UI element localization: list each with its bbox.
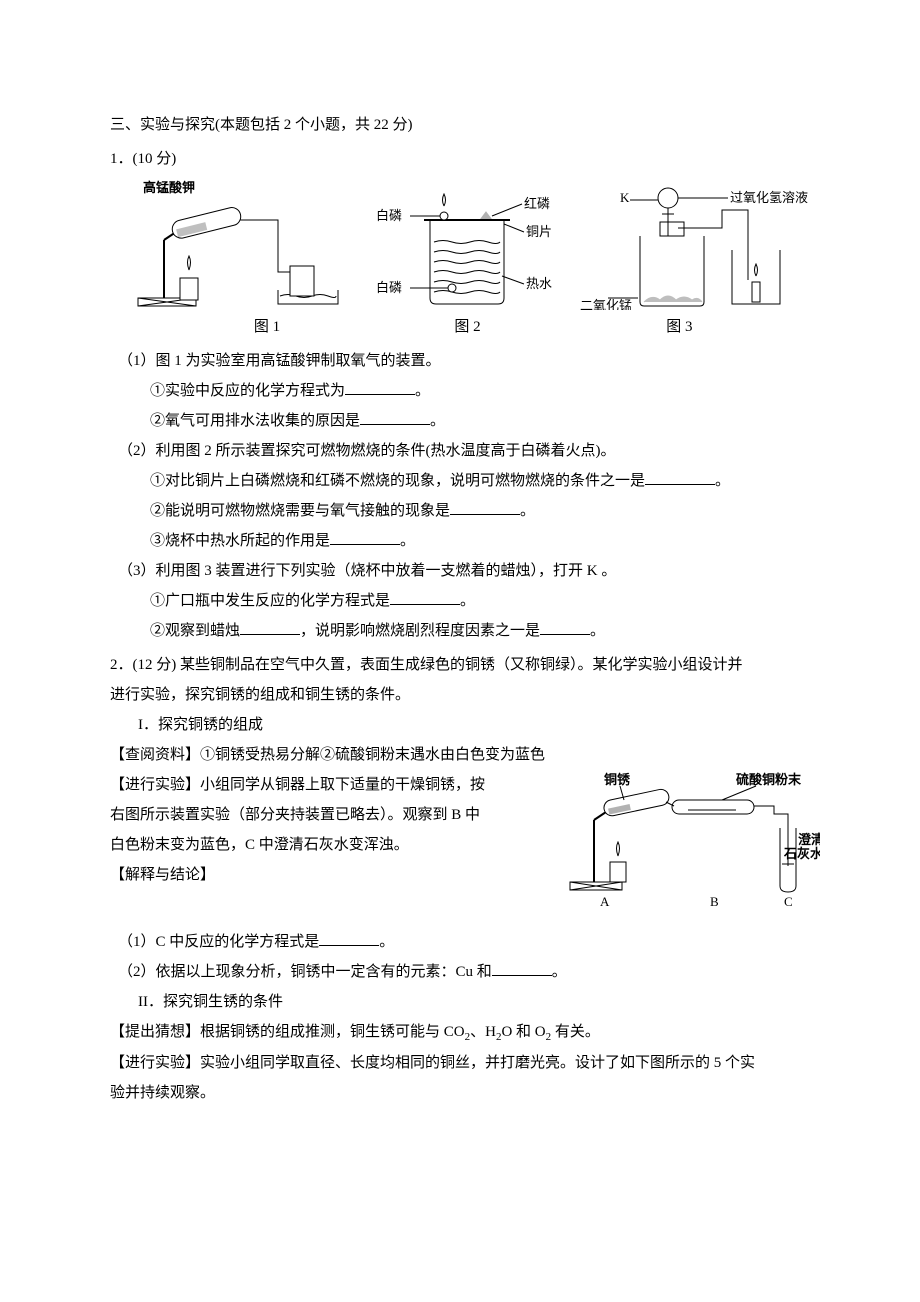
label-copper: 铜片 xyxy=(526,224,552,239)
q1-p3-1-text: ①广口瓶中发生反应的化学方程式是 xyxy=(150,593,390,609)
q2-hyp: 【提出猜想】根据铜锈的组成推测，铜生锈可能与 CO2、H2O 和 O2 有关。 xyxy=(110,1017,820,1048)
period: 。 xyxy=(415,383,430,399)
q1-p1-2-text: ②氧气可用排水法收集的原因是 xyxy=(150,413,360,429)
blank xyxy=(330,529,400,545)
q1-figure-row: 高锰酸钾 xyxy=(128,180,820,310)
q2-ref: 【查阅资料】①铜锈受热易分解②硫酸铜粉末遇水由白色变为蓝色 xyxy=(110,740,820,770)
q1-p2-1: ①对比铜片上白磷燃烧和红磷不燃烧的现象，说明可燃物燃烧的条件之一是 。 xyxy=(110,466,820,496)
q2-hyp-b: 、H xyxy=(470,1024,496,1040)
q1-p3-2-text2: ，说明影响燃烧剧烈程度因素之一是 xyxy=(300,623,540,639)
blank xyxy=(240,619,300,635)
q1-p3-2: ②观察到蜡烛 ，说明影响燃烧剧烈程度因素之一是 。 xyxy=(110,616,820,646)
label-mno2: 二氧化锰 xyxy=(580,298,632,310)
blank xyxy=(450,499,520,515)
q1-p1: （1）图 1 为实验室用高锰酸钾制取氧气的装置。 xyxy=(110,346,820,376)
q2-hyp-d: 有关。 xyxy=(551,1024,600,1040)
blank xyxy=(492,960,552,976)
q1-p2-3-text: ③烧杯中热水所起的作用是 xyxy=(150,533,330,549)
q2-c2-text: （2）依据以上现象分析，铜锈中一定含有的元素：Cu 和 xyxy=(118,964,492,980)
letter-c: C xyxy=(784,894,793,909)
q2-hyp-a: 【提出猜想】根据铜锈的组成推测，铜生锈可能与 CO xyxy=(110,1024,465,1040)
q2-head2: 进行实验，探究铜锈的组成和铜生锈的条件。 xyxy=(110,680,820,710)
q1-p2-1-text: ①对比铜片上白磷燃烧和红磷不燃烧的现象，说明可燃物燃烧的条件之一是 xyxy=(150,473,645,489)
label-lime1: 澄清 xyxy=(798,832,820,847)
q2-c2: （2）依据以上现象分析，铜锈中一定含有的元素：Cu 和 。 xyxy=(110,957,820,987)
section-title: 三、实验与探究(本题包括 2 个小题，共 22 分) xyxy=(110,110,820,140)
caption-fig3: 图 3 xyxy=(569,312,820,342)
question-1: 1．(10 分) 高锰酸钾 xyxy=(110,144,820,646)
q2-sec-i: I．探究铜锈的组成 xyxy=(110,710,820,740)
caption-fig1: 图 1 xyxy=(128,312,366,342)
blank xyxy=(540,619,590,635)
period: 。 xyxy=(400,533,415,549)
label-k: K xyxy=(620,190,630,205)
blank xyxy=(390,589,460,605)
period: 。 xyxy=(430,413,445,429)
label-kmno4: 高锰酸钾 xyxy=(143,180,195,195)
q1-p1-1-text: ①实验中反应的化学方程式为 xyxy=(150,383,345,399)
q1-figure-captions: 图 1 图 2 图 3 xyxy=(128,312,820,342)
letter-a: A xyxy=(600,894,610,909)
period: 。 xyxy=(460,593,475,609)
q1-p2-3: ③烧杯中热水所起的作用是 。 xyxy=(110,526,820,556)
blank xyxy=(360,409,430,425)
q2-head: 2．(12 分) 某些铜制品在空气中久置，表面生成绿色的铜锈（又称铜绿）。某化学… xyxy=(110,650,820,680)
period: 。 xyxy=(590,623,605,639)
q1-p3-1: ①广口瓶中发生反应的化学方程式是 。 xyxy=(110,586,820,616)
q2-hyp-c: O 和 O xyxy=(501,1024,545,1040)
q1-p3-2-text: ②观察到蜡烛 xyxy=(150,623,240,639)
q2-sec-ii: II．探究铜生锈的条件 xyxy=(110,987,820,1017)
letter-b: B xyxy=(710,894,719,909)
label-white-p-top: 白磷 xyxy=(376,208,402,223)
caption-fig2: 图 2 xyxy=(366,312,569,342)
figure-rust-apparatus: 铜锈 硫酸铜粉末 澄清 石灰水 A xyxy=(560,770,820,921)
period: 。 xyxy=(552,964,567,980)
blank xyxy=(345,379,415,395)
period: 。 xyxy=(715,473,730,489)
q1-p1-2: ②氧气可用排水法收集的原因是 。 xyxy=(110,406,820,436)
page: 三、实验与探究(本题包括 2 个小题，共 22 分) 1．(10 分) 高锰酸钾 xyxy=(0,0,920,1302)
q1-p2-2-text: ②能说明可燃物燃烧需要与氧气接触的现象是 xyxy=(150,503,450,519)
question-2: 2．(12 分) 某些铜制品在空气中久置，表面生成绿色的铜锈（又称铜绿）。某化学… xyxy=(110,650,820,1108)
label-h2o2: 过氧化氢溶液 xyxy=(730,190,808,205)
label-hot-water: 热水 xyxy=(526,276,552,291)
q1-p2: （2）利用图 2 所示装置探究可燃物燃烧的条件(热水温度高于白磷着火点)。 xyxy=(110,436,820,466)
q2-c1-text: （1）C 中反应的化学方程式是 xyxy=(118,934,319,950)
label-lime2: 石灰水 xyxy=(783,846,820,861)
figure-3: K 过氧化氢溶液 二氧化锰 xyxy=(580,180,820,310)
q1-p3: （3）利用图 3 装置进行下列实验（烧杯中放着一支燃着的蜡烛），打开 K 。 xyxy=(110,556,820,586)
q2-exp-do2: 验并持续观察。 xyxy=(110,1078,820,1108)
figure-2: 红磷 白磷 铜片 白磷 热水 xyxy=(352,180,572,310)
label-rust: 铜锈 xyxy=(603,772,631,787)
q2-exp-do: 【进行实验】实验小组同学取直径、长度均相同的铜丝，并打磨光亮。设计了如下图所示的… xyxy=(110,1048,820,1078)
blank xyxy=(645,469,715,485)
period: 。 xyxy=(520,503,535,519)
label-red-p: 红磷 xyxy=(524,196,550,211)
period: 。 xyxy=(379,934,394,950)
figure-1: 高锰酸钾 xyxy=(128,180,343,310)
label-white-p-bot: 白磷 xyxy=(376,280,402,295)
q1-p2-2: ②能说明可燃物燃烧需要与氧气接触的现象是 。 xyxy=(110,496,820,526)
label-cuso4: 硫酸铜粉末 xyxy=(736,772,802,787)
q1-p1-1: ①实验中反应的化学方程式为 。 xyxy=(110,376,820,406)
q2-c1: （1）C 中反应的化学方程式是 。 xyxy=(110,927,820,957)
q1-head: 1．(10 分) xyxy=(110,144,820,174)
blank xyxy=(319,930,379,946)
